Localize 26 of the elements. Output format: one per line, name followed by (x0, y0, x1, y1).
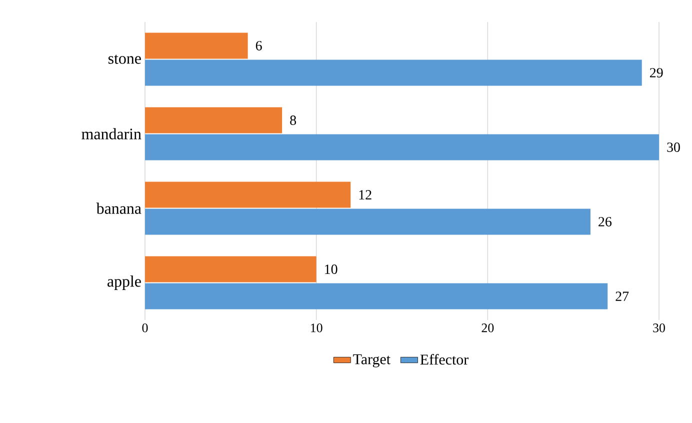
x-tick-label: 30 (653, 324, 665, 332)
bar (145, 283, 608, 310)
legend-label: Effector (420, 354, 468, 365)
data-label: 30 (667, 142, 680, 152)
legend-label: Target (353, 354, 390, 368)
data-label: 29 (650, 68, 663, 78)
data-label: 6 (256, 41, 262, 50)
bar (145, 107, 282, 134)
bar (145, 256, 316, 282)
x-tick-label: 0 (142, 324, 148, 332)
x-tick-label: 20 (482, 324, 494, 332)
y-tick-label: mandarin (82, 128, 142, 140)
y-tick-label: apple (108, 276, 141, 290)
bar (145, 134, 660, 160)
bar (145, 60, 642, 86)
x-tick-label: 10 (311, 324, 322, 332)
y-tick-label: stone (108, 54, 141, 64)
y-tick-label: banana (96, 202, 142, 214)
bar (145, 208, 590, 235)
data-label: 8 (290, 116, 296, 125)
bar (145, 182, 351, 208)
data-label: 26 (598, 217, 612, 226)
data-label: 12 (359, 190, 372, 200)
data-label: 10 (325, 264, 338, 274)
data-label: 27 (616, 292, 629, 301)
bar (145, 32, 248, 59)
